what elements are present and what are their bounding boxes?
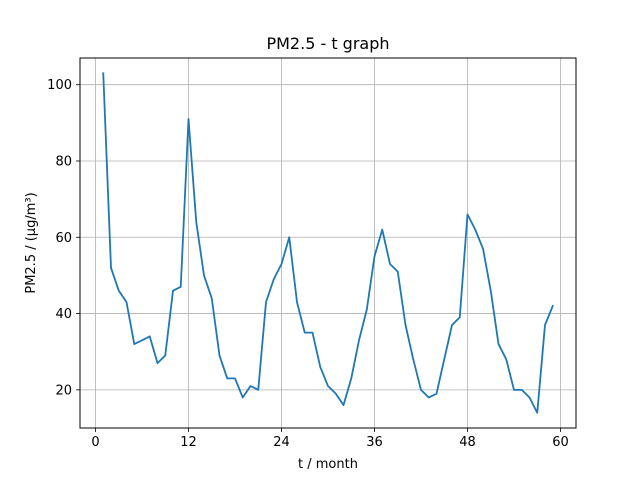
x-tick-label: 48 [459, 435, 476, 450]
y-axis-label: PM2.5 / (μg/m³) [24, 192, 39, 293]
y-tick-label: 100 [47, 78, 72, 93]
series-line [102, 72, 554, 414]
y-tick-label: 60 [55, 231, 72, 246]
y-tick-label: 20 [55, 383, 72, 398]
y-tick-label: 40 [55, 307, 72, 322]
series-layer [102, 72, 554, 414]
x-tick-label: 24 [273, 435, 290, 450]
plot-frame [79, 57, 577, 429]
y-tick-label: 80 [55, 154, 72, 169]
y-axis-ticks: 20 40 60 80 100 [47, 78, 80, 398]
x-tick-label: 36 [366, 435, 383, 450]
x-tick-label: 0 [91, 435, 99, 450]
x-axis-ticks: 0 12 24 36 48 60 [91, 428, 569, 450]
chart-title: PM2.5 - t graph [266, 34, 389, 53]
x-axis-label: t / month [298, 457, 358, 472]
x-tick-label: 60 [552, 435, 569, 450]
x-tick-label: 12 [180, 435, 197, 450]
